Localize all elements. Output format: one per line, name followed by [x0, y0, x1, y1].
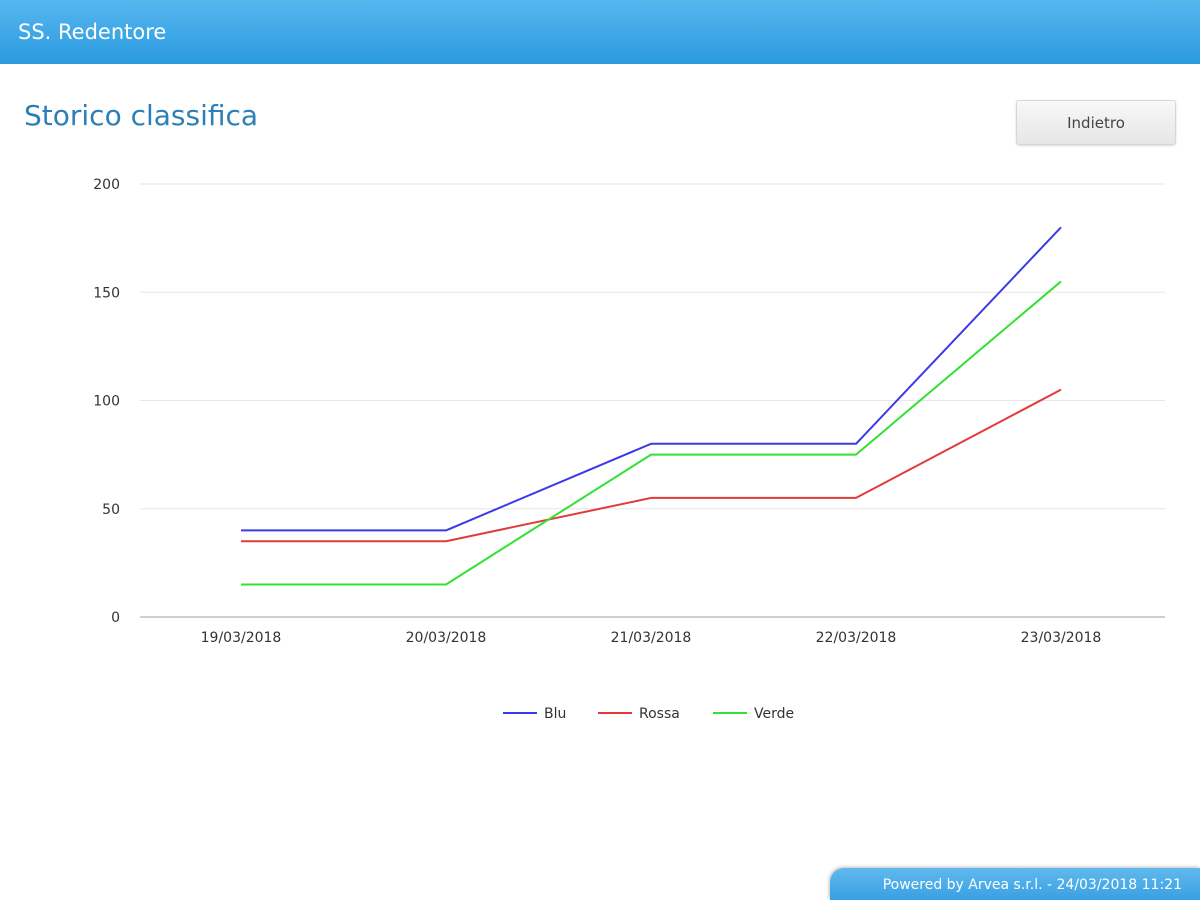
y-tick-label: 50 [102, 502, 120, 518]
series-line-blu [241, 226, 1062, 532]
x-tick-label: 19/03/2018 [201, 630, 282, 646]
x-tick-label: 22/03/2018 [816, 630, 897, 646]
page-title: Storico classifica [24, 99, 259, 132]
x-tick-label: 23/03/2018 [1021, 630, 1102, 646]
chart-grid [140, 183, 1165, 618]
chart-legend[interactable]: Blu Rossa Verde [503, 706, 794, 722]
ranking-history-chart: 0 50 100 150 200 19/03/2018 20/03/2018 21/03/2… [93, 177, 1165, 722]
app-header: SS. Redentore [0, 0, 1200, 64]
footer-credits: Powered by Arvea s.r.l. - 24/03/2018 11:… [882, 877, 1182, 893]
y-tick-label: 0 [111, 610, 120, 626]
legend-label: Verde [754, 706, 794, 722]
series-line-verde [241, 280, 1062, 586]
y-tick-label: 150 [93, 285, 120, 301]
x-tick-label: 20/03/2018 [406, 630, 487, 646]
y-axis-tick-labels: 0 50 100 150 200 [93, 177, 120, 626]
legend-item-rossa[interactable]: Rossa [598, 706, 680, 722]
y-tick-label: 100 [93, 394, 120, 410]
legend-label: Blu [544, 706, 566, 722]
app-title: SS. Redentore [18, 20, 167, 44]
back-button[interactable]: Indietro [1016, 100, 1176, 145]
y-tick-label: 200 [93, 177, 120, 193]
chart-series [241, 226, 1062, 586]
legend-item-blu[interactable]: Blu [503, 706, 566, 722]
legend-item-verde[interactable]: Verde [713, 706, 794, 722]
x-axis-tick-labels: 19/03/2018 20/03/2018 21/03/2018 22/03/2018… [201, 630, 1102, 646]
x-tick-label: 21/03/2018 [611, 630, 692, 646]
series-line-rossa [241, 388, 1062, 543]
legend-label: Rossa [639, 706, 680, 722]
footer-bar: Powered by Arvea s.r.l. - 24/03/2018 11:… [830, 868, 1200, 900]
